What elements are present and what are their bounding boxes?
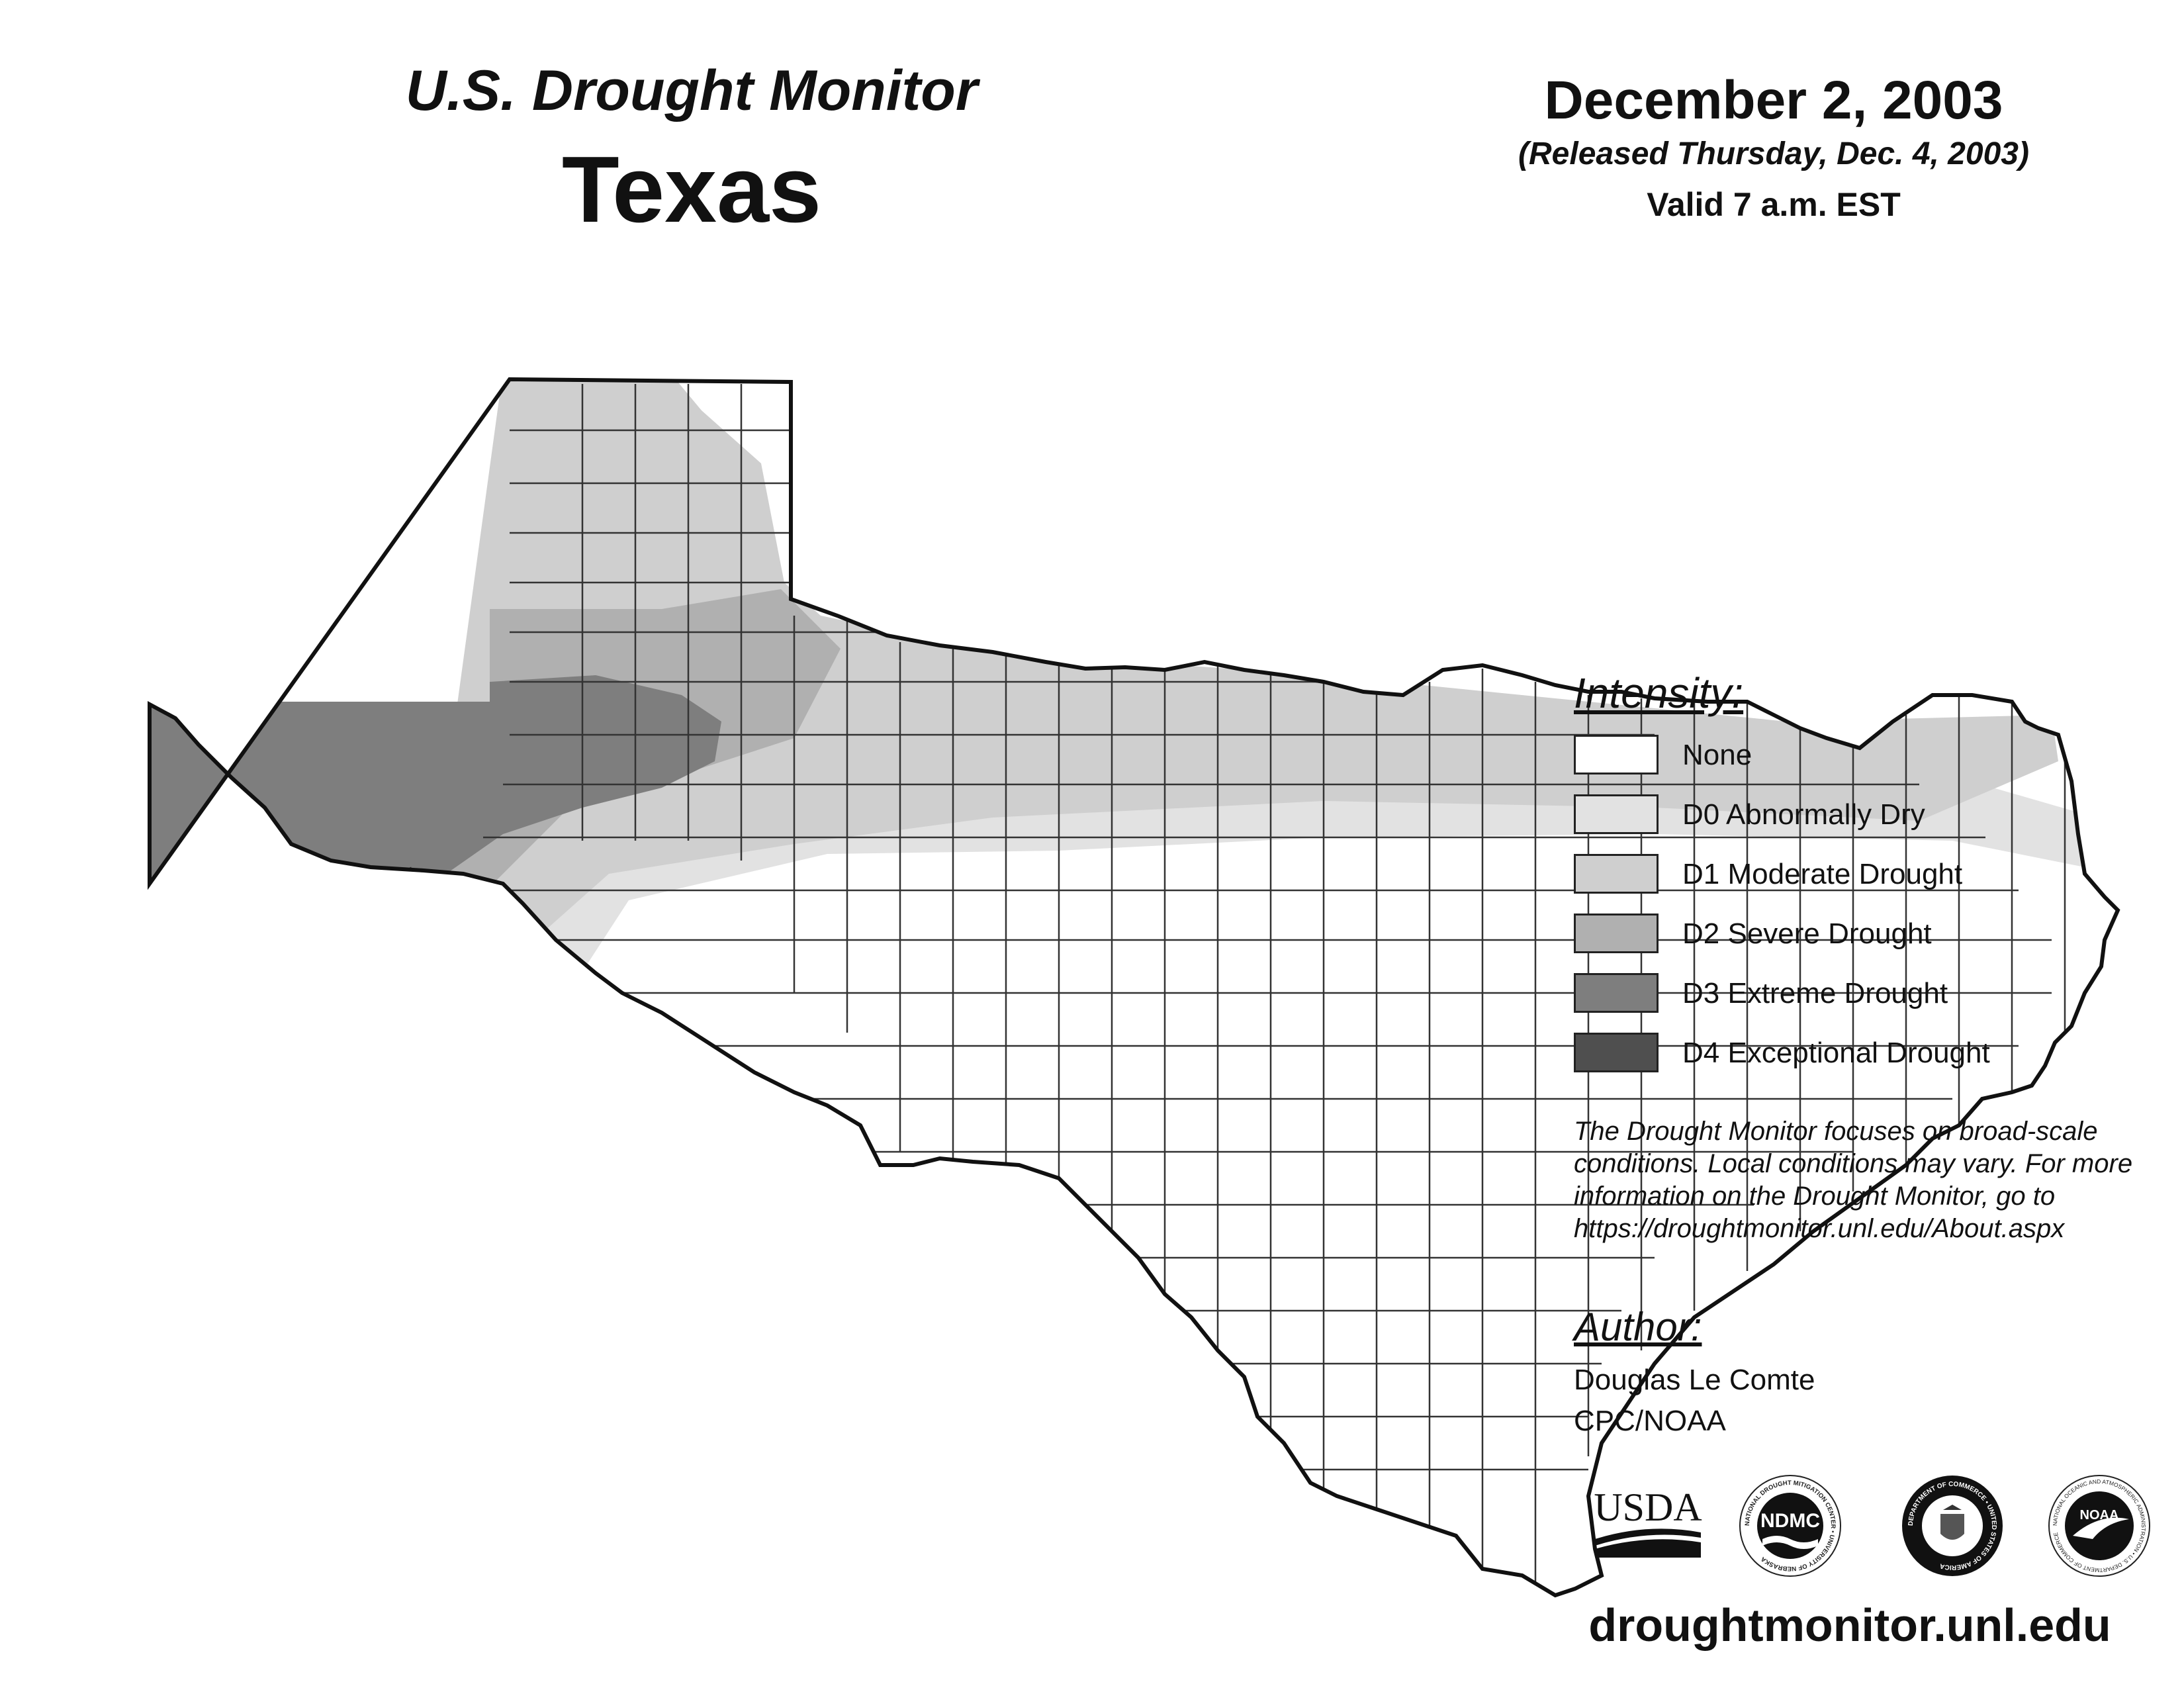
legend-label: D2 Severe Drought: [1682, 917, 1932, 950]
noaa-logo-text: NOAA: [2080, 1508, 2119, 1523]
legend-label: D4 Exceptional Drought: [1682, 1037, 1990, 1069]
website-link[interactable]: droughtmonitor.unl.edu: [1588, 1599, 2111, 1651]
author-name: Douglas Le Comte: [1574, 1364, 1815, 1396]
legend-label: D1 Moderate Drought: [1682, 858, 1963, 890]
usda-logo-text: USDA: [1594, 1486, 1702, 1529]
legend-swatch: [1574, 735, 1659, 774]
legend-label: None: [1682, 739, 1752, 771]
valid-time: Valid 7 a.m. EST: [1647, 186, 1901, 223]
ndmc-logo: NATIONAL DROUGHT MITIGATION CENTER • UNI…: [1737, 1473, 1843, 1582]
zone-d1: [390, 379, 2058, 1192]
usda-logo: USDA: [1592, 1485, 1704, 1562]
state-name: Texas: [561, 137, 822, 242]
legend-heading: Intensity:: [1574, 669, 1744, 717]
map-date: December 2, 2003: [1544, 70, 2003, 130]
map-title: U.S. Drought Monitor: [405, 59, 978, 122]
legend-label: D0 Abnormally Dry: [1682, 798, 1925, 831]
ndmc-logo-text: NDMC: [1760, 1510, 1820, 1532]
drought-zones: [150, 379, 2085, 1582]
legend-swatch: [1574, 794, 1659, 834]
author-heading: Author:: [1574, 1305, 1702, 1349]
legend-label: D3 Extreme Drought: [1682, 977, 1948, 1009]
note-line: The Drought Monitor focuses on broad-sca…: [1574, 1117, 2098, 1146]
legend-swatch: [1574, 854, 1659, 894]
legend-swatch: [1574, 973, 1659, 1013]
note-line: information on the Drought Monitor, go t…: [1574, 1182, 2056, 1211]
disclaimer-note: The Drought Monitor focuses on broad-sca…: [1574, 1115, 2169, 1245]
author-org: CPC/NOAA: [1574, 1405, 1726, 1437]
noaa-logo: NATIONAL OCEANIC AND ATMOSPHERIC ADMINIS…: [2046, 1473, 2152, 1582]
release-date: (Released Thursday, Dec. 4, 2003): [1518, 136, 2029, 171]
legend-swatch: [1574, 914, 1659, 953]
doc-seal-logo: DEPARTMENT OF COMMERCE • UNITED STATES O…: [1899, 1473, 2005, 1582]
legend-swatch: [1574, 1033, 1659, 1072]
note-link[interactable]: https://droughtmonitor.unl.edu/About.asp…: [1574, 1214, 2065, 1243]
note-line: conditions. Local conditions may vary. F…: [1574, 1149, 2133, 1178]
